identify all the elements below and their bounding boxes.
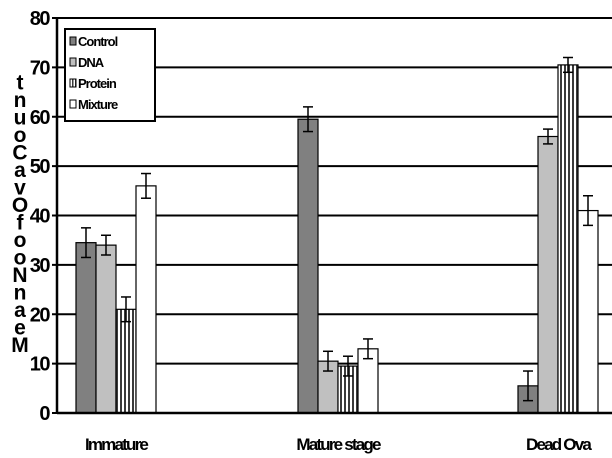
bar-dna-3 xyxy=(537,135,559,414)
y-tick-label: 30 xyxy=(30,255,51,277)
legend-swatch-mixture xyxy=(69,99,77,109)
legend-swatch-protein xyxy=(69,78,77,88)
bar-mixture-1 xyxy=(135,185,157,414)
y-axis-label-letter: C xyxy=(12,142,27,165)
legend: Control DNA Protein Mixture xyxy=(64,28,156,122)
y-axis-label-letter: v xyxy=(14,177,26,200)
y-axis-label-letter: n xyxy=(14,282,27,305)
category-label: Mature stage xyxy=(296,435,381,454)
bar-dna-1 xyxy=(95,244,117,414)
legend-label-dna: DNA xyxy=(78,55,105,70)
legend-label-control: Control xyxy=(78,34,118,49)
bar-protein-1 xyxy=(115,308,137,414)
y-axis-label-letter: o xyxy=(14,229,27,252)
y-axis-label-letter: f xyxy=(17,212,25,235)
legend-label-mixture: Mixture xyxy=(78,97,118,112)
y-tick-label: 60 xyxy=(30,107,51,129)
y-tick-label: 0 xyxy=(39,403,50,425)
y-tick-label: 20 xyxy=(30,304,51,326)
y-axis-label-letter: e xyxy=(14,317,26,340)
y-axis-label-letter: u xyxy=(14,107,27,130)
legend-label-protein: Protein xyxy=(78,76,117,91)
y-axis-label-letter: t xyxy=(17,72,24,95)
y-tick-label: 10 xyxy=(30,354,51,376)
category-label: Dead Ova xyxy=(526,435,592,454)
axes xyxy=(52,17,612,415)
y-axis-label-letter: n xyxy=(14,89,27,112)
y-tick-label: 50 xyxy=(30,156,51,178)
y-axis-label-letter: a xyxy=(14,159,26,182)
y-tick-label: 80 xyxy=(30,8,51,30)
bar-protein-3 xyxy=(557,64,579,414)
y-tick-labels: 0 10 20 30 40 50 60 70 80 xyxy=(30,8,52,425)
y-tick-label: 70 xyxy=(30,57,51,79)
legend-swatch-control xyxy=(69,36,77,46)
category-labels: Immature Mature stage Dead Ova xyxy=(85,435,594,454)
bar-control-2 xyxy=(297,118,319,414)
y-axis-label-letter: M xyxy=(11,334,29,357)
legend-swatch-dna xyxy=(69,57,77,67)
y-axis-label-letter: O xyxy=(12,194,28,217)
category-label: Immature xyxy=(85,435,148,454)
bar-control-1 xyxy=(75,242,97,414)
y-axis-label-letter: a xyxy=(14,299,26,322)
legend-box xyxy=(64,28,156,122)
y-axis-label-letter: o xyxy=(14,124,27,147)
y-axis-label-letter: o xyxy=(14,247,27,270)
bar-mixture-3 xyxy=(577,209,599,414)
y-axis-label-letter: N xyxy=(12,264,27,287)
y-tick-label: 40 xyxy=(30,206,51,228)
